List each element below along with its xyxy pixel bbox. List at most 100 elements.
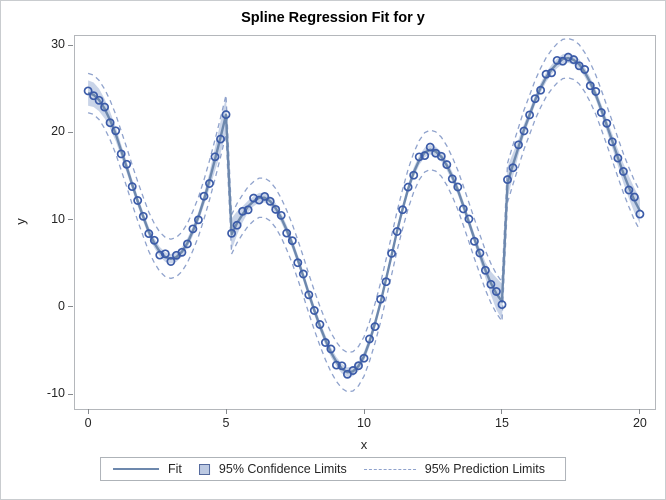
data-point [287, 236, 297, 246]
data-point [464, 214, 474, 224]
prediction-lower-line [87, 77, 641, 393]
data-point [580, 65, 590, 74]
data-point [160, 249, 170, 259]
prediction-dash-icon [363, 468, 416, 470]
data-point [365, 334, 374, 344]
data-point [403, 182, 413, 192]
y-tick-label: 0 [58, 298, 65, 313]
data-point [387, 248, 397, 258]
x-tick-label: 5 [222, 416, 230, 430]
fit-line-icon [113, 468, 160, 470]
data-point [458, 204, 468, 214]
data-point [177, 247, 187, 257]
data-point [541, 69, 551, 79]
y-tick-label: 20 [51, 124, 65, 139]
x-tick-label: 20 [632, 416, 647, 430]
data-point [530, 94, 540, 104]
y-tick-mark [68, 393, 73, 395]
scatter-points [83, 52, 645, 379]
data-point [425, 142, 435, 152]
data-point [558, 56, 568, 66]
data-point [111, 126, 121, 136]
y-axis-label: y [13, 218, 28, 225]
data-point [497, 300, 507, 310]
x-axis-label: x [360, 437, 368, 452]
chart-title: Spline Regression Fit for y [241, 10, 425, 26]
y-tick-mark [68, 219, 73, 221]
data-point [348, 366, 358, 375]
data-point [453, 182, 463, 192]
plot-area [74, 35, 656, 410]
y-tick-mark [68, 44, 73, 46]
legend-label-fit: Fit [168, 462, 182, 476]
data-point [569, 55, 579, 65]
data-point [293, 258, 303, 268]
data-point [447, 174, 457, 184]
data-point [354, 361, 363, 371]
prediction-upper-line [87, 37, 641, 354]
data-point [392, 227, 402, 236]
data-point [298, 269, 308, 279]
data-point [547, 68, 557, 78]
data-point [337, 361, 347, 371]
data-point [243, 205, 253, 215]
data-point [381, 277, 391, 287]
data-point [155, 250, 165, 260]
x-tick-label: 10 [357, 416, 371, 430]
data-point [182, 239, 192, 249]
data-point [94, 95, 104, 105]
data-point [519, 126, 529, 136]
x-tick-label: 15 [495, 416, 509, 430]
data-point [629, 192, 639, 202]
data-point [309, 306, 319, 315]
y-tick-label: -10 [46, 386, 65, 401]
data-point [602, 118, 612, 128]
data-point [193, 215, 203, 225]
data-point [315, 320, 325, 329]
x-tick-mark [87, 409, 89, 414]
fit-line [87, 56, 641, 374]
data-point [232, 220, 242, 230]
data-point [271, 204, 281, 214]
data-point [326, 344, 336, 354]
data-point [409, 170, 419, 180]
data-point [144, 229, 154, 239]
data-point [320, 338, 330, 347]
data-point [508, 163, 518, 173]
data-point [618, 167, 628, 176]
y-tick-label: 10 [51, 211, 65, 226]
data-point [216, 134, 225, 144]
data-point [536, 85, 546, 95]
data-point [249, 193, 259, 203]
data-point [188, 224, 198, 234]
data-point [83, 86, 93, 96]
data-point [480, 265, 490, 275]
data-point [514, 140, 523, 150]
spline-chart [83, 37, 645, 393]
data-point [149, 235, 159, 245]
data-point [525, 110, 535, 120]
data-point [221, 110, 231, 120]
x-tick-label: 0 [84, 416, 92, 430]
data-point [166, 257, 176, 266]
data-point [265, 196, 275, 206]
data-point [596, 108, 606, 117]
data-point [276, 210, 286, 220]
data-point [469, 236, 479, 246]
data-point [89, 91, 99, 101]
data-point [359, 353, 369, 363]
data-point [591, 87, 601, 96]
data-point [199, 191, 209, 201]
data-point [138, 211, 148, 221]
data-point [205, 179, 214, 188]
data-point [503, 175, 512, 185]
x-tick-mark [363, 409, 365, 414]
y-tick-mark [68, 306, 73, 308]
data-point [491, 287, 501, 296]
data-point [210, 152, 220, 162]
data-point [238, 206, 248, 216]
data-point [635, 209, 645, 219]
y-tick-mark [68, 131, 73, 133]
confidence-band [88, 53, 640, 378]
